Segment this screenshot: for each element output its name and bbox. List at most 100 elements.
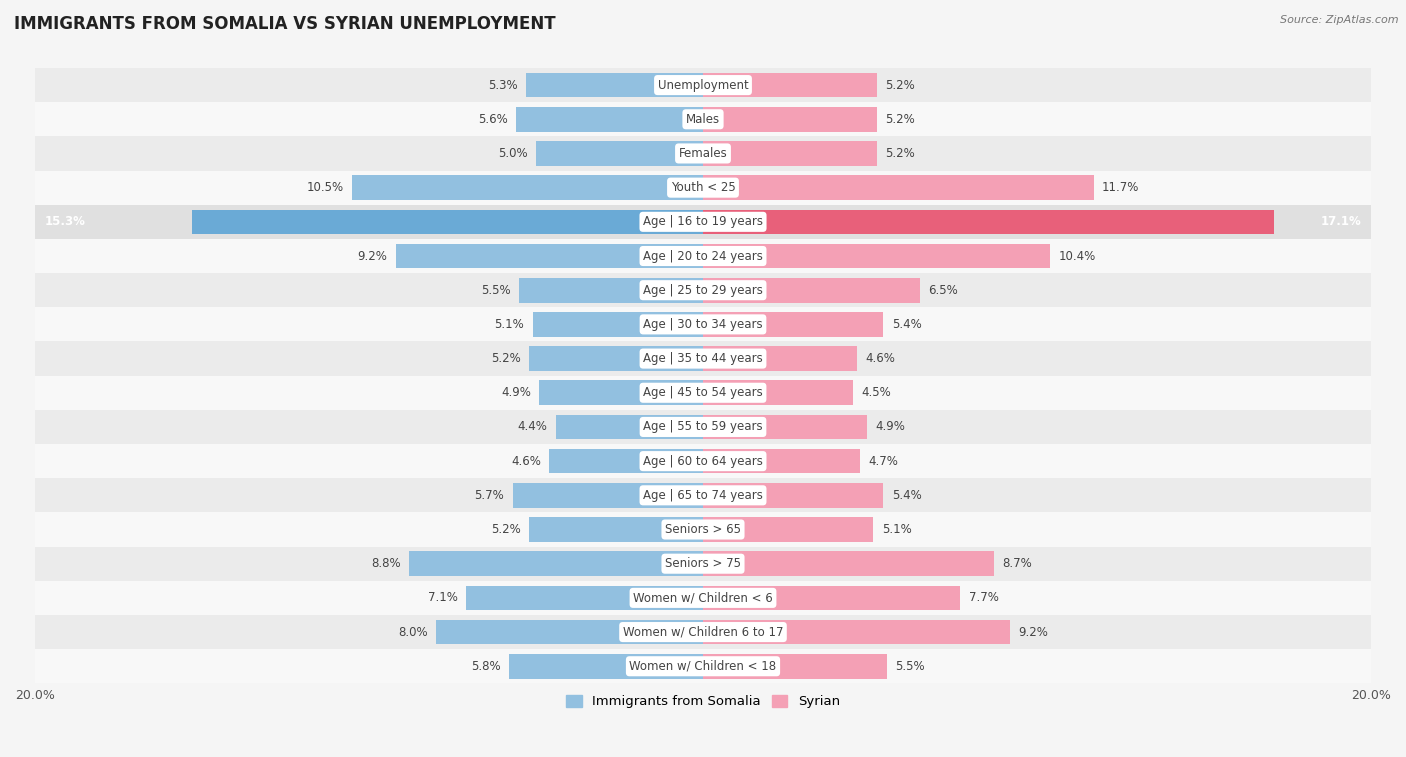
Text: 17.1%: 17.1% [1320, 215, 1361, 229]
Text: 8.8%: 8.8% [371, 557, 401, 570]
Text: Age | 16 to 19 years: Age | 16 to 19 years [643, 215, 763, 229]
Text: 4.7%: 4.7% [869, 455, 898, 468]
Bar [703, 517, 873, 542]
Bar [703, 312, 883, 337]
Text: Age | 30 to 34 years: Age | 30 to 34 years [643, 318, 763, 331]
Text: Age | 35 to 44 years: Age | 35 to 44 years [643, 352, 763, 365]
Bar [35, 68, 1371, 102]
Text: 4.9%: 4.9% [501, 386, 531, 399]
Text: 9.2%: 9.2% [1019, 625, 1049, 639]
Bar [703, 244, 1050, 268]
Text: Females: Females [679, 147, 727, 160]
Bar [703, 346, 856, 371]
Text: 5.2%: 5.2% [491, 523, 522, 536]
Bar [353, 176, 703, 200]
Bar [35, 375, 1371, 410]
Bar [465, 586, 703, 610]
Bar [703, 107, 877, 132]
Bar [516, 107, 703, 132]
Text: Age | 45 to 54 years: Age | 45 to 54 years [643, 386, 763, 399]
Bar [703, 551, 994, 576]
Bar [509, 654, 703, 678]
Text: 5.1%: 5.1% [882, 523, 911, 536]
Text: 5.2%: 5.2% [884, 113, 915, 126]
Text: 10.5%: 10.5% [307, 181, 344, 194]
Text: 5.8%: 5.8% [471, 660, 501, 673]
Bar [35, 512, 1371, 547]
Text: 5.5%: 5.5% [896, 660, 925, 673]
Bar [35, 650, 1371, 684]
Text: 4.6%: 4.6% [865, 352, 894, 365]
Bar [703, 141, 877, 166]
Text: Age | 20 to 24 years: Age | 20 to 24 years [643, 250, 763, 263]
Bar [35, 341, 1371, 375]
Bar [35, 307, 1371, 341]
Bar [550, 449, 703, 473]
Bar [555, 415, 703, 439]
Bar [35, 170, 1371, 204]
Bar [703, 381, 853, 405]
Bar [703, 483, 883, 508]
Text: 5.4%: 5.4% [891, 489, 921, 502]
Bar [529, 346, 703, 371]
Text: 5.2%: 5.2% [884, 147, 915, 160]
Bar [533, 312, 703, 337]
Text: 11.7%: 11.7% [1102, 181, 1139, 194]
Text: Age | 25 to 29 years: Age | 25 to 29 years [643, 284, 763, 297]
Text: 8.7%: 8.7% [1002, 557, 1032, 570]
Bar [35, 239, 1371, 273]
Bar [395, 244, 703, 268]
Bar [703, 73, 877, 98]
Text: 10.4%: 10.4% [1059, 250, 1097, 263]
Text: Youth < 25: Youth < 25 [671, 181, 735, 194]
Bar [35, 410, 1371, 444]
Text: Age | 55 to 59 years: Age | 55 to 59 years [643, 420, 763, 434]
Bar [703, 449, 860, 473]
Text: 5.2%: 5.2% [884, 79, 915, 92]
Text: 5.4%: 5.4% [891, 318, 921, 331]
Bar [409, 551, 703, 576]
Text: Males: Males [686, 113, 720, 126]
Text: Seniors > 75: Seniors > 75 [665, 557, 741, 570]
Bar [703, 176, 1094, 200]
Text: 9.2%: 9.2% [357, 250, 387, 263]
Text: Age | 60 to 64 years: Age | 60 to 64 years [643, 455, 763, 468]
Bar [35, 444, 1371, 478]
Legend: Immigrants from Somalia, Syrian: Immigrants from Somalia, Syrian [561, 690, 845, 714]
Bar [529, 517, 703, 542]
Bar [513, 483, 703, 508]
Text: Women w/ Children < 18: Women w/ Children < 18 [630, 660, 776, 673]
Bar [35, 273, 1371, 307]
Text: 7.1%: 7.1% [427, 591, 457, 604]
Bar [35, 102, 1371, 136]
Bar [703, 415, 866, 439]
Bar [35, 547, 1371, 581]
Bar [703, 210, 1274, 234]
Bar [193, 210, 703, 234]
Bar [35, 581, 1371, 615]
Text: Women w/ Children 6 to 17: Women w/ Children 6 to 17 [623, 625, 783, 639]
Text: 4.6%: 4.6% [512, 455, 541, 468]
Text: 5.0%: 5.0% [498, 147, 527, 160]
Bar [540, 381, 703, 405]
Text: 5.7%: 5.7% [474, 489, 505, 502]
Bar [526, 73, 703, 98]
Bar [35, 478, 1371, 512]
Text: Women w/ Children < 6: Women w/ Children < 6 [633, 591, 773, 604]
Bar [519, 278, 703, 303]
Text: 5.6%: 5.6% [478, 113, 508, 126]
Bar [35, 615, 1371, 650]
Text: Seniors > 65: Seniors > 65 [665, 523, 741, 536]
Text: 15.3%: 15.3% [45, 215, 86, 229]
Text: Unemployment: Unemployment [658, 79, 748, 92]
Text: Source: ZipAtlas.com: Source: ZipAtlas.com [1281, 15, 1399, 25]
Text: 4.9%: 4.9% [875, 420, 905, 434]
Text: 5.5%: 5.5% [481, 284, 510, 297]
Bar [35, 204, 1371, 239]
Text: 5.3%: 5.3% [488, 79, 517, 92]
Text: 4.5%: 4.5% [862, 386, 891, 399]
Bar [703, 278, 920, 303]
Bar [536, 141, 703, 166]
Bar [703, 586, 960, 610]
Bar [703, 654, 887, 678]
